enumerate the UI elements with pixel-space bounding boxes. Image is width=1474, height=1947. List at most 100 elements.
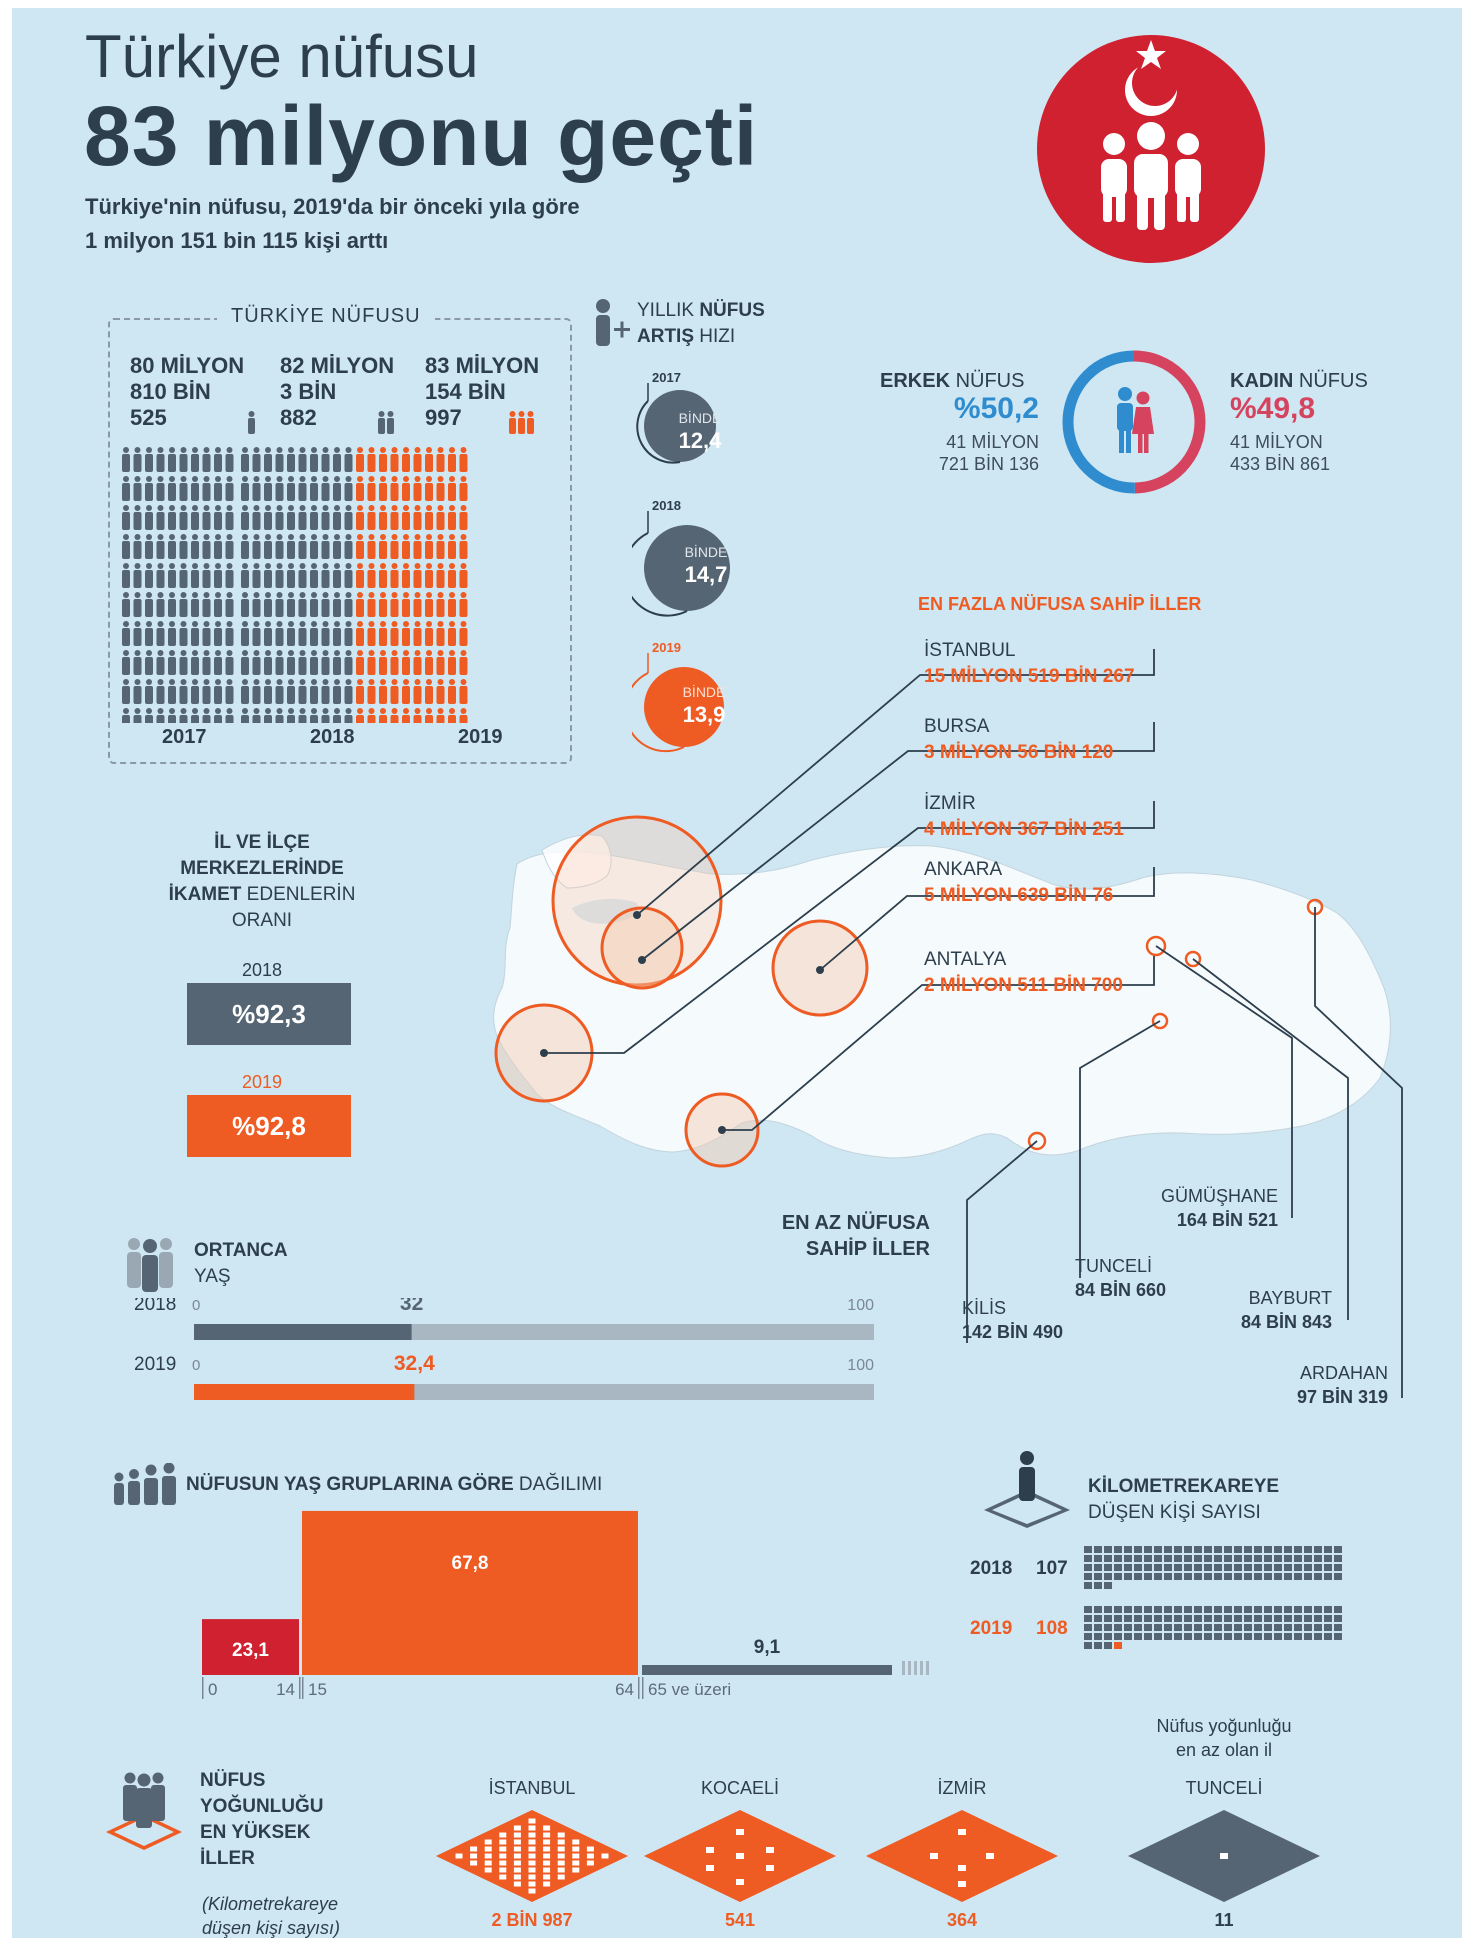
density-square-108-106 [1104, 1642, 1112, 1649]
density-title-normal: DÜŞEN KİŞİ SAYISI [1088, 1502, 1261, 1523]
female-percent: %49,8 [1230, 392, 1316, 425]
density-square-107-28 [1104, 1555, 1112, 1562]
density-square-107-64 [1204, 1564, 1212, 1571]
age-bar-stripe-3 [920, 1661, 923, 1675]
density-dot-0-51 [572, 1860, 580, 1866]
density-square-107-21 [1294, 1546, 1302, 1553]
density-dot-3-0 [1220, 1853, 1228, 1859]
urban-title-l3-bold: İKAMET [168, 884, 242, 905]
density-square-107-33 [1154, 1555, 1162, 1562]
pop-2019-l2: 154 BİN [425, 379, 506, 404]
density-square-108-92 [1224, 1633, 1232, 1640]
density-square-108-39 [1214, 1615, 1222, 1622]
density-square-108-104 [1084, 1642, 1092, 1649]
city-value-ankara: 5 MİLYON 639 BİN 76 [924, 885, 1114, 906]
density-square-108-34 [1164, 1615, 1172, 1622]
density-dot-1-6 [736, 1879, 744, 1885]
density-square-107-67 [1234, 1564, 1242, 1571]
growth-title-line1: YILLIK NÜFUS [637, 300, 765, 322]
density-square-108-66 [1224, 1624, 1232, 1631]
age-groups-title-normal: DAĞILIMI [513, 1474, 603, 1495]
density-square-107-105 [1094, 1582, 1102, 1589]
density-dot-0-7 [513, 1832, 521, 1838]
density-note-l1: (Kilometrekareye [202, 1894, 339, 1914]
pop-2017-l1: 80 MİLYON [130, 353, 245, 378]
density-square-107-19 [1274, 1546, 1282, 1553]
density-city-name-3: İZMİR [937, 1778, 987, 1798]
density-dot-2-1 [930, 1853, 938, 1859]
female-label-bold: KADIN [1230, 370, 1294, 392]
density-square-108-30 [1124, 1615, 1132, 1622]
density-square-108-0 [1084, 1606, 1092, 1613]
density-value-2018: 107 [1036, 1558, 1068, 1579]
density-square-108-44 [1264, 1615, 1272, 1622]
density-cities-title-l3: EN YÜKSEK [200, 1822, 311, 1843]
density-dot-0-18 [528, 1839, 536, 1845]
density-dot-0-5 [455, 1853, 463, 1859]
median-title-bold: ORTANCA [194, 1240, 288, 1261]
age-groups-chart: 23,1 67,8 9,1 0 14 15 64 65 ve üzeri [202, 1510, 929, 1699]
bursa-leader [641, 722, 1155, 961]
least-value-kilis: 142 BİN 490 [962, 1322, 1064, 1342]
density-square-108-90 [1204, 1633, 1212, 1640]
density-square-108-53 [1094, 1624, 1102, 1631]
age-bar-label-1: 67,8 [452, 1553, 489, 1574]
density-square-107-36 [1184, 1555, 1192, 1562]
growth-title-b: NÜFUS [699, 300, 765, 321]
age-bar-1 [302, 1510, 638, 1675]
density-square-107-34 [1164, 1555, 1172, 1562]
density-square-108-82 [1124, 1633, 1132, 1640]
bayburt-leader [1192, 958, 1349, 1320]
age-axis-tick-1 [299, 1677, 301, 1699]
density-dot-0-13 [513, 1839, 521, 1845]
density-square-108-18 [1264, 1606, 1272, 1613]
density-square-108-23 [1314, 1606, 1322, 1613]
density-square-108-97 [1274, 1633, 1282, 1640]
female-count-l2: 433 BİN 861 [1230, 454, 1331, 474]
median-axis-min-2019: 0 [192, 1357, 200, 1374]
density-square-107-96 [1264, 1573, 1272, 1580]
density-dot-0-2 [499, 1832, 507, 1838]
density-square-108-100 [1304, 1633, 1312, 1640]
density-square-107-55 [1114, 1564, 1122, 1571]
growth-title-line2: ARTIŞ HIZI [637, 326, 735, 348]
density-square-107-68 [1244, 1564, 1252, 1571]
star-icon [1136, 40, 1166, 69]
urban-title-l2: MERKEZLERİNDE [180, 858, 344, 879]
density-square-108-41 [1234, 1615, 1242, 1622]
density-square-107-69 [1254, 1564, 1262, 1571]
density-square-108-64 [1204, 1624, 1212, 1631]
density-square-107-106 [1104, 1582, 1112, 1589]
turkey-map [493, 649, 1403, 1398]
city-value-antalya: 2 MİLYON 511 BİN 700 [924, 975, 1123, 996]
density-square-108-58 [1144, 1624, 1152, 1631]
density-square-107-18 [1264, 1546, 1272, 1553]
density-square-107-39 [1214, 1555, 1222, 1562]
density-square-108-76 [1324, 1624, 1332, 1631]
density-square-108-17 [1254, 1606, 1262, 1613]
density-square-107-60 [1164, 1564, 1172, 1571]
density-square-108-47 [1294, 1615, 1302, 1622]
density-dot-2-0 [958, 1829, 966, 1835]
density-dot-0-16 [470, 1860, 478, 1866]
density-city-value-2: 541 [724, 1910, 756, 1930]
density-dot-0-55 [601, 1853, 609, 1859]
density-square-107-51 [1334, 1555, 1342, 1562]
male-label-bold: ERKEK [880, 370, 951, 392]
density-dot-0-12 [528, 1832, 536, 1838]
city-name-izmir: İZMİR [924, 793, 976, 814]
density-square-107-49 [1314, 1555, 1322, 1562]
density-square-108-46 [1284, 1615, 1292, 1622]
least-value-gumushane: 164 BİN 521 [1176, 1210, 1278, 1230]
density-dot-1-1 [706, 1847, 714, 1853]
density-square-108-36 [1184, 1615, 1192, 1622]
median-axis-max-2019: 100 [847, 1357, 874, 1374]
density-square-107-48 [1304, 1555, 1312, 1562]
density-dot-0-39 [572, 1846, 580, 1852]
density-square-107-37 [1194, 1555, 1202, 1562]
pop-year-2018: 2018 [310, 726, 355, 748]
density-square-107-40 [1224, 1555, 1232, 1562]
density-square-108-55 [1114, 1624, 1122, 1631]
density-square-108-50 [1324, 1615, 1332, 1622]
female-label-normal: NÜFUS [1293, 370, 1368, 392]
